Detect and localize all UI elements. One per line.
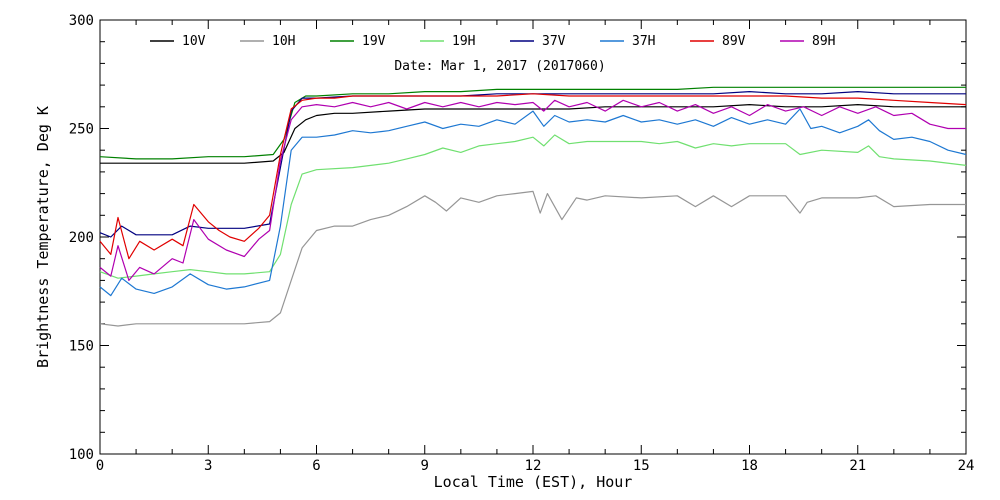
- y-tick-label: 150: [69, 339, 94, 355]
- series-line-89h: [99, 99, 966, 281]
- series-line-10h: [99, 190, 966, 327]
- legend-label-37h: 37H: [632, 34, 655, 49]
- x-tick-label: 21: [849, 458, 866, 474]
- x-tick-label: 15: [633, 458, 650, 474]
- x-tick-label: 18: [741, 458, 758, 474]
- series-line-89v: [99, 93, 967, 260]
- legend-label-37v: 37V: [542, 34, 566, 49]
- x-axis-title: Local Time (EST), Hour: [434, 473, 633, 491]
- legend-label-19h: 19H: [452, 34, 475, 49]
- x-tick-label: 6: [312, 458, 320, 474]
- y-tick-label: 250: [69, 122, 94, 138]
- legend: 10V 10H 19V 19H 37V 37H 89V 89H: [150, 34, 835, 49]
- y-tick-label: 200: [69, 230, 94, 246]
- series-line-19v: [99, 86, 966, 160]
- legend-label-89v: 89V: [722, 34, 746, 49]
- date-annotation: Date: Mar 1, 2017 (2017060): [394, 59, 605, 74]
- legend-label-10h: 10H: [272, 34, 295, 49]
- legend-label-10v: 10V: [182, 34, 206, 49]
- y-tick-label: 100: [69, 447, 94, 463]
- x-tick-label: 9: [421, 458, 429, 474]
- series-line-37v: [99, 90, 966, 238]
- x-tick-label: 0: [96, 458, 104, 474]
- y-tick-label: 300: [69, 13, 94, 29]
- x-tick-label: 24: [958, 458, 975, 474]
- series-lines: [99, 86, 967, 327]
- y-axis-title: Brightness Temperature, Deg K: [34, 106, 52, 368]
- x-tick-label: 3: [204, 458, 212, 474]
- axis-ticks: 0 3 6 9 12 15 18 21 24 100 150 200 250 300: [69, 13, 975, 474]
- series-line-37h: [99, 108, 967, 297]
- series-line-19h: [99, 134, 967, 279]
- x-tick-label: 12: [525, 458, 542, 474]
- series-line-10v: [100, 103, 966, 164]
- legend-label-89h: 89H: [812, 34, 835, 49]
- legend-label-19v: 19V: [362, 34, 386, 49]
